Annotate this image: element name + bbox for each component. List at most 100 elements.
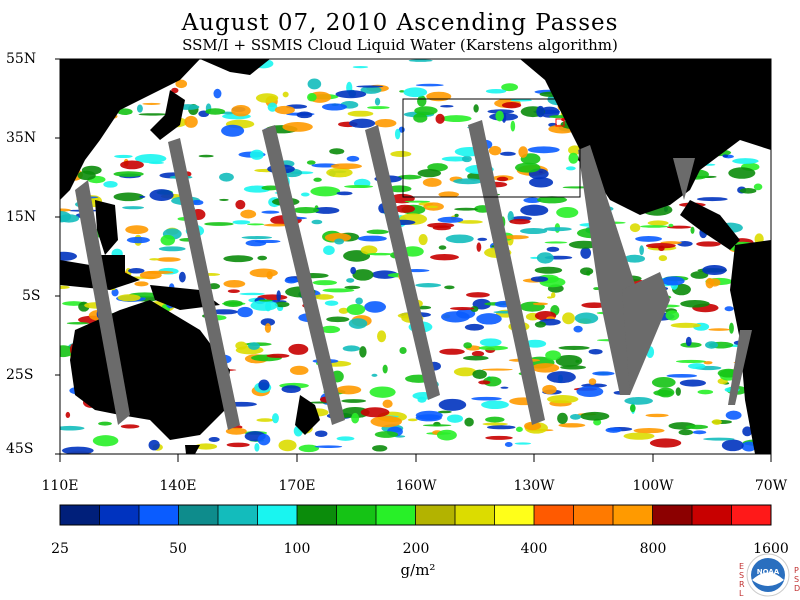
cloud-patch: [529, 177, 554, 188]
colorbar-label-200: 200: [402, 541, 430, 557]
cloud-patch: [588, 349, 603, 355]
cloud-patch: [488, 145, 502, 156]
cloud-patch: [296, 111, 313, 119]
cloud-patch: [557, 412, 568, 425]
cloud-patch: [357, 235, 387, 242]
cloud-patch: [348, 318, 368, 329]
cloud-patch: [346, 303, 366, 316]
highlight-box: [402, 98, 581, 198]
cloud-patch: [263, 223, 290, 227]
cloud-patch: [344, 285, 361, 290]
colorbar-swatch: [178, 505, 219, 525]
colorbar-swatch: [494, 505, 535, 525]
cloud-patch: [708, 328, 730, 331]
cloud-patch: [92, 435, 119, 447]
cloud-patch: [312, 206, 340, 214]
cloud-patch: [330, 163, 362, 170]
cloud-patch: [120, 424, 140, 429]
cloud-patch: [463, 342, 473, 349]
cloud-patch: [213, 88, 222, 99]
cloud-patch: [98, 421, 112, 426]
cloud-patch: [235, 199, 246, 210]
cloud-patch: [545, 350, 561, 361]
cloud-patch: [568, 145, 582, 155]
cloud-patch: [724, 306, 734, 312]
cloud-patch: [372, 445, 388, 452]
cloud-patch: [430, 254, 459, 261]
cloud-patch: [690, 226, 695, 234]
cloud-patch: [501, 102, 522, 109]
cloud-patch: [205, 108, 226, 115]
colorbar-swatch: [692, 505, 732, 525]
cloud-patch: [688, 363, 706, 370]
cloud-patch: [352, 269, 374, 281]
cloud-patch: [629, 404, 636, 413]
cloud-patch: [588, 378, 597, 386]
colorbar-swatch: [376, 505, 416, 525]
cloud-patch: [139, 195, 146, 198]
cloud-patch: [479, 338, 502, 347]
cloud-patch: [581, 302, 607, 309]
cloud-patch: [282, 122, 313, 132]
cloud-patch: [524, 421, 542, 431]
cloud-patch: [60, 285, 70, 290]
cloud-patch: [264, 323, 272, 333]
north-america-landmass: [520, 59, 771, 215]
cloud-patch: [524, 339, 547, 348]
cloud-patch: [255, 93, 279, 103]
colorbar-swatch: [731, 505, 772, 525]
esrl-letter: E: [739, 562, 745, 571]
cloud-patch: [546, 296, 553, 299]
swath-gaps: [75, 120, 752, 430]
cloud-patch: [323, 245, 335, 255]
cloud-patch: [346, 155, 360, 162]
cloud-patch: [171, 87, 179, 94]
cloud-patch: [680, 299, 710, 308]
cloud-patch: [534, 321, 547, 328]
cloud-patch: [387, 185, 412, 193]
cloud-patch: [359, 346, 367, 358]
cloud-patch: [352, 65, 369, 69]
cloud-patch: [658, 245, 665, 252]
cloud-patch: [366, 252, 394, 256]
cloud-patch: [370, 415, 403, 428]
cloud-patch: [414, 106, 438, 116]
cloud-patch: [219, 172, 234, 182]
cloud-patch: [543, 227, 572, 232]
cloud-patch: [346, 278, 355, 283]
cloud-patch: [703, 361, 713, 365]
cloud-patch: [326, 167, 353, 178]
cloud-patch: [260, 318, 276, 327]
cloud-patch: [520, 204, 549, 216]
cloud-patch: [515, 162, 541, 173]
cloud-patch: [60, 208, 71, 212]
cloud-patch: [134, 281, 149, 287]
cloud-patch: [326, 316, 350, 323]
cloud-patch: [742, 426, 753, 437]
cloud-patch: [486, 425, 516, 430]
cloud-patch: [335, 90, 367, 99]
cloud-patch: [415, 83, 444, 87]
cloud-patch: [314, 445, 343, 448]
svg-text:NOAA: NOAA: [757, 568, 780, 576]
cloud-patch: [722, 154, 729, 158]
cloud-patch: [117, 294, 141, 302]
lat-label-25s: 25S: [6, 367, 34, 383]
cloud-patch: [518, 146, 528, 158]
cloud-patch: [360, 86, 382, 94]
new-zealand-landmass: [295, 395, 320, 435]
cloud-patch: [645, 243, 676, 249]
cloud-patch: [311, 219, 323, 225]
cloud-patch: [482, 422, 508, 426]
cloud-patch: [324, 233, 352, 242]
swath-gap-3: [262, 125, 345, 425]
cloud-patch: [382, 399, 393, 408]
cloud-patch: [292, 207, 320, 214]
cloud-patch: [210, 309, 238, 315]
cloud-patch: [481, 400, 509, 410]
cloud-patch: [408, 59, 433, 62]
cloud-patch: [313, 177, 322, 182]
cloud-patch: [235, 341, 248, 350]
cloud-patch: [175, 79, 188, 89]
cloud-patch: [247, 223, 265, 226]
